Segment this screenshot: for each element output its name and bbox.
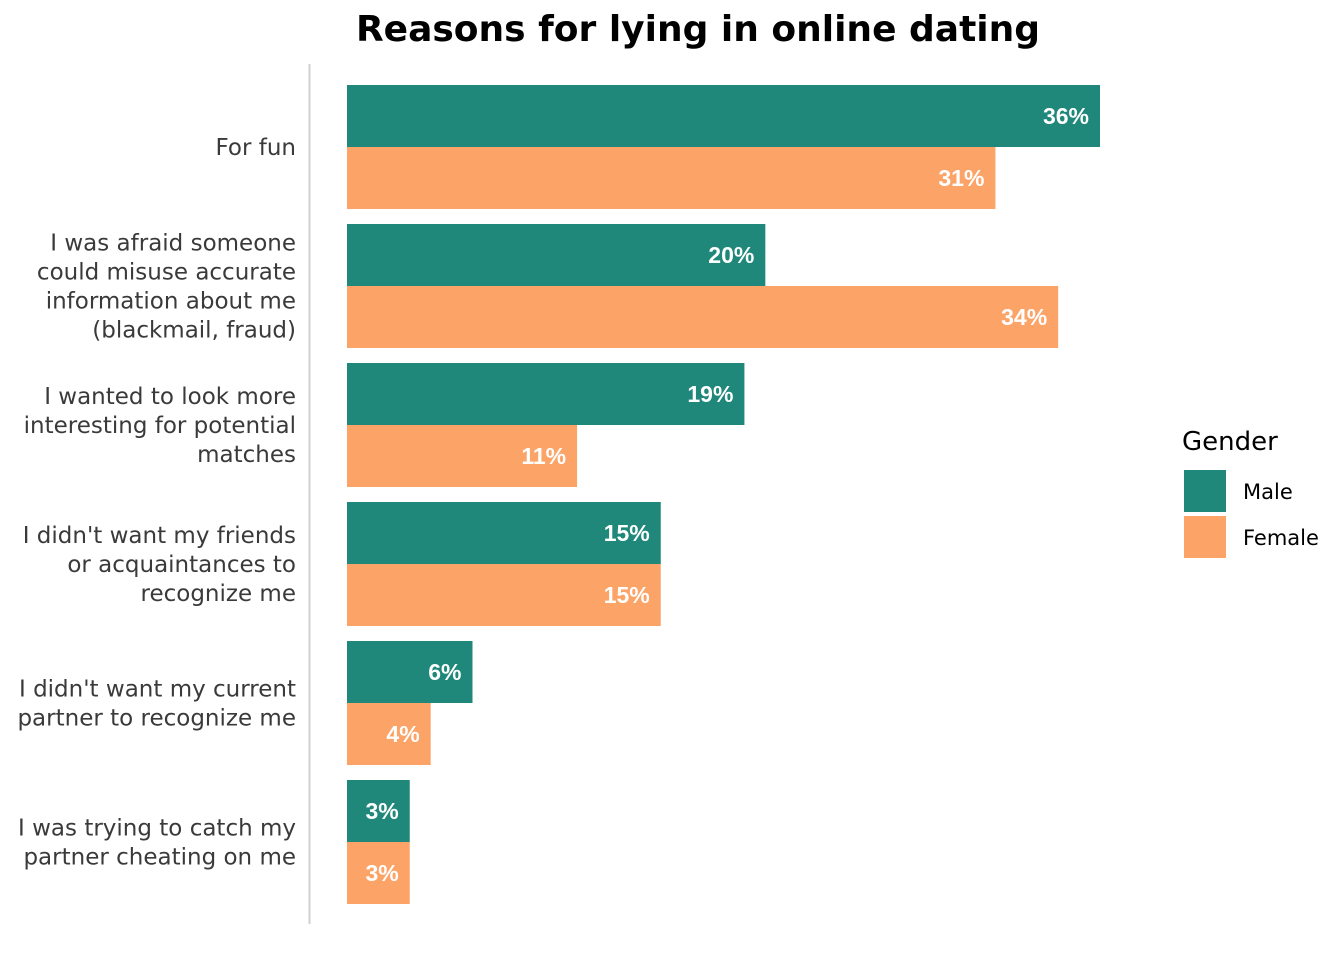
category-label-line: I was afraid someone — [50, 231, 296, 257]
bar-female-3 — [347, 564, 661, 626]
bar-value-label: 4% — [386, 721, 419, 747]
bar-value-label: 3% — [366, 860, 399, 886]
bar-value-label: 11% — [521, 443, 566, 469]
category-label: I was trying to catch my partner cheating… — [18, 816, 296, 871]
bar-female-0 — [347, 147, 996, 209]
category-label: I didn't want my current partner to recog… — [17, 677, 296, 732]
category-label: For fun — [216, 135, 297, 161]
category-label-line: matches — [197, 442, 296, 468]
category-label: I was afraid someone could misuse accurat… — [37, 231, 296, 344]
bar-value-label: 15% — [604, 520, 650, 546]
bar-female-4 — [347, 703, 431, 765]
category-label-line: partner cheating on me — [23, 845, 296, 871]
bar-value-label: 34% — [1001, 304, 1047, 330]
category-label-line: information about me — [46, 289, 296, 315]
bar-male-1 — [347, 224, 766, 286]
legend-label-female: Female — [1243, 526, 1319, 550]
bar-male-4 — [347, 641, 473, 703]
bar-female-5 — [347, 842, 410, 904]
category-label-line: I wanted to look more — [44, 384, 296, 410]
bar-male-0 — [347, 85, 1100, 147]
bar-value-label: 3% — [366, 798, 399, 824]
legend-swatch-male — [1184, 470, 1226, 512]
chart-title: Reasons for lying in online dating — [356, 9, 1040, 50]
bar-value-label: 6% — [428, 659, 461, 685]
bar-value-label: 36% — [1043, 103, 1089, 129]
category-label-line: (blackmail, fraud) — [92, 318, 296, 344]
category-label-line: recognize me — [141, 581, 296, 607]
legend-swatch-female — [1184, 516, 1226, 558]
bar-value-label: 15% — [604, 582, 650, 608]
bars-group: 36% 31% 20% 34% 19% 11% 15% 15% 6% 4% 3% 3% — [347, 85, 1100, 904]
category-label-line: I didn't want my friends — [23, 523, 296, 549]
bar-male-5 — [347, 780, 410, 842]
bar-female-1 — [347, 286, 1059, 348]
category-label: I wanted to look more interesting for pot… — [24, 384, 296, 468]
legend: Gender Male Female — [1182, 427, 1319, 558]
bar-male-2 — [347, 363, 745, 425]
legend-label-male: Male — [1243, 480, 1293, 504]
category-label-line: I didn't want my current — [19, 677, 296, 703]
category-label-line: or acquaintances to — [67, 552, 296, 578]
legend-title: Gender — [1182, 427, 1278, 457]
category-labels: For fun I was afraid someone could misuse … — [17, 135, 296, 871]
category-label-line: I was trying to catch my — [18, 816, 296, 842]
bar-value-label: 20% — [708, 242, 754, 268]
category-label-line: For fun — [216, 135, 297, 161]
bar-value-label: 19% — [687, 381, 733, 407]
bar-female-2 — [347, 425, 578, 487]
category-label: I didn't want my friends or acquaintances… — [23, 523, 296, 607]
category-label-line: could misuse accurate — [37, 260, 296, 286]
category-label-line: partner to recognize me — [17, 706, 296, 732]
category-label-line: interesting for potential — [24, 413, 296, 439]
bar-male-3 — [347, 502, 661, 564]
bar-value-label: 31% — [938, 165, 984, 191]
